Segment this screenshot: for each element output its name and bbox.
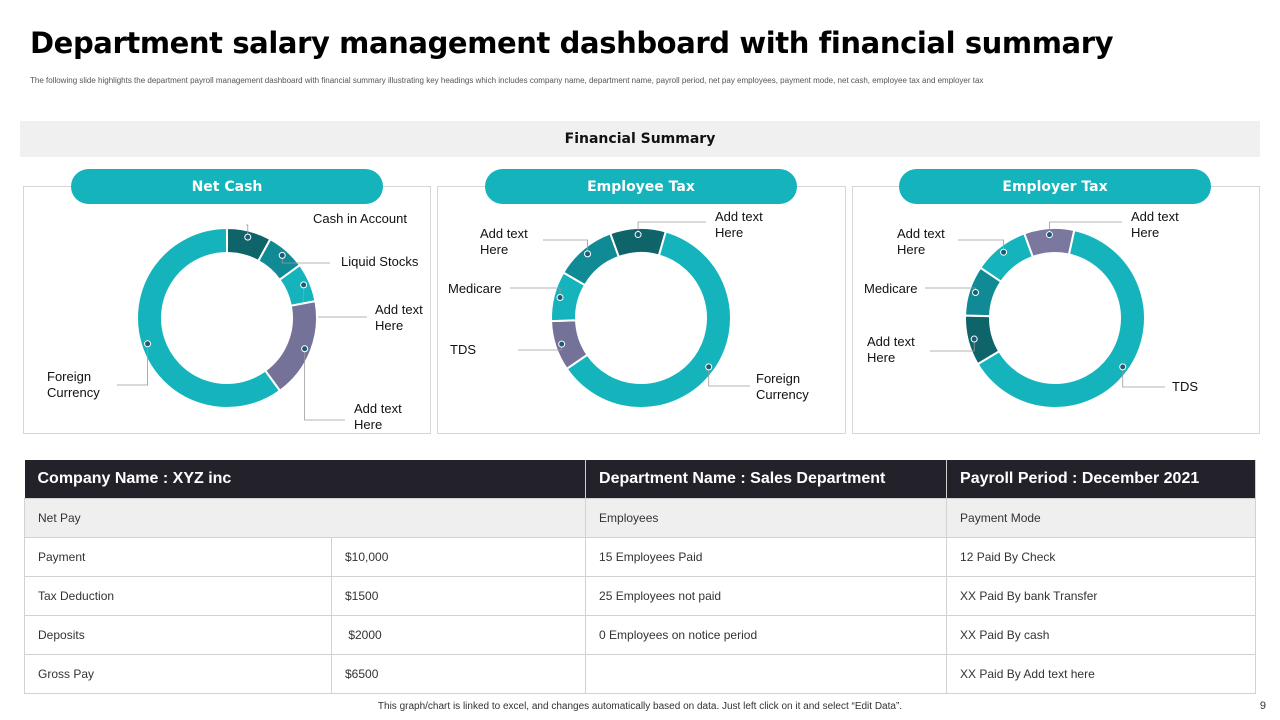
slice-label: Foreign Currency (756, 371, 809, 402)
slice-marker (705, 363, 713, 371)
table-cell: XX Paid By Add text here (946, 654, 1257, 694)
slice-label: Add text Here (867, 334, 915, 365)
department-name-header: Department Name : Sales Department (585, 460, 948, 499)
slice-marker (300, 281, 308, 289)
payroll-period-header: Payroll Period : December 2021 (946, 460, 1257, 499)
slice-marker (970, 335, 978, 343)
leader-line (1122, 366, 1165, 388)
page-number: 9 (1259, 700, 1266, 712)
slice-marker (1045, 231, 1053, 239)
slice-label: Add text Here (480, 226, 528, 257)
slice-label: Medicare (448, 281, 501, 296)
leader-line (304, 348, 345, 421)
table-subheader-row: Net Pay Employees Payment Mode (23, 498, 1257, 538)
table-cell: $2000 (330, 615, 587, 655)
leader-line (1049, 221, 1122, 235)
table-cell: XX Paid By bank Transfer (946, 576, 1257, 616)
table-row: Payment $10,000 15 Employees Paid 12 Pai… (24, 537, 1257, 577)
net-pay-label: Net Pay (23, 498, 587, 538)
slice-label: TDS (450, 342, 476, 357)
donut-slice (136, 226, 282, 409)
slice-marker (1000, 248, 1008, 256)
slice-label: Foreign Currency (47, 369, 100, 400)
employee-tax-pill: Employee Tax (485, 169, 797, 204)
slice-marker (971, 288, 979, 296)
slice-label: TDS (1172, 379, 1198, 394)
slice-label: Add text Here (715, 209, 763, 240)
table-row: Tax Deduction $1500 25 Employees not pai… (24, 576, 1257, 616)
slice-label: Add text Here (354, 401, 402, 432)
slice-label: Liquid Stocks (341, 254, 419, 269)
table-cell: 12 Paid By Check (946, 537, 1257, 577)
slice-label: Add text Here (897, 226, 945, 257)
slice-label: Medicare (864, 281, 917, 296)
donut-slice (562, 232, 621, 287)
table-cell: 0 Employees on notice period (585, 615, 948, 655)
leader-line (543, 239, 588, 254)
donut-slice (565, 230, 732, 409)
slice-label: Add text Here (375, 302, 423, 333)
leader-line (117, 343, 148, 386)
donut-slice (263, 299, 318, 393)
leader-line (708, 366, 750, 387)
table-cell: Gross Pay (24, 654, 332, 694)
net-cash-pill: Net Cash (71, 169, 383, 204)
table-cell: $10,000 (330, 537, 587, 577)
slice-marker (244, 233, 252, 241)
employer-tax-pill: Employer Tax (899, 169, 1211, 204)
slice-marker (1119, 363, 1127, 371)
table-row: Deposits $2000 0 Employees on notice per… (24, 615, 1257, 655)
table-row: Gross Pay $6500 XX Paid By Add text here (24, 654, 1257, 694)
slice-label: Add text Here (1131, 209, 1179, 240)
donut-slice (978, 232, 1035, 284)
page-subtitle: The following slide highlights the depar… (30, 76, 984, 85)
table-cell (585, 654, 948, 694)
slice-marker (144, 340, 152, 348)
slice-marker (556, 294, 564, 302)
page-title: Department salary management dashboard w… (30, 26, 1114, 60)
slice-marker (634, 231, 642, 239)
footer-note: This graph/chart is linked to excel, and… (377, 701, 903, 712)
slice-marker (278, 251, 286, 259)
table-cell: $6500 (330, 654, 587, 694)
leader-line (510, 287, 561, 298)
slice-marker (584, 250, 592, 258)
payment-mode-label: Payment Mode (946, 498, 1257, 538)
table-cell: 25 Employees not paid (585, 576, 948, 616)
table-cell: Tax Deduction (24, 576, 332, 616)
employees-label: Employees (585, 498, 948, 538)
financial-summary-heading: Financial Summary (20, 121, 1260, 157)
company-name-header: Company Name : XYZ inc (24, 460, 587, 499)
leader-line (958, 239, 1004, 253)
donut-charts: Cash in Account Liquid Stocks Add text Here… (47, 209, 1198, 432)
table-cell: Deposits (24, 615, 332, 655)
table-cell: 15 Employees Paid (585, 537, 948, 577)
payroll-table: Company Name : XYZ inc Department Name :… (23, 460, 1257, 694)
leader-line (930, 339, 975, 352)
table-cell: $1500 (330, 576, 587, 616)
donut-slice (976, 228, 1146, 409)
slice-marker (301, 345, 309, 353)
leader-line (637, 221, 706, 235)
slice-label: Cash in Account (313, 211, 407, 226)
leader-line (246, 224, 249, 238)
slice-marker (558, 340, 566, 348)
table-cell: Payment (24, 537, 332, 577)
table-cell: XX Paid By cash (946, 615, 1257, 655)
